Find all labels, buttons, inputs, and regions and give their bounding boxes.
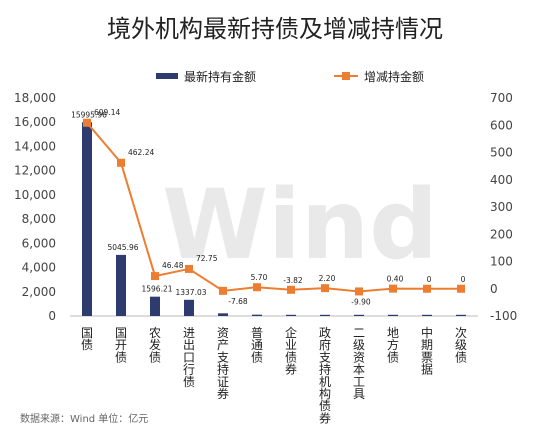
bar-data-label: 5045.96 bbox=[107, 243, 138, 252]
bar bbox=[456, 314, 466, 316]
line-data-label: 72.75 bbox=[196, 254, 218, 263]
y-left-tick-label: 4,000 bbox=[22, 261, 56, 275]
bar bbox=[218, 313, 228, 316]
x-category-label: 次级债 bbox=[455, 326, 467, 364]
source-note: 数据来源：Wind 单位：亿元 bbox=[20, 412, 148, 425]
y-left-tick-label: 0 bbox=[48, 309, 56, 323]
line-marker bbox=[389, 284, 397, 293]
y-right-tick-label: -100 bbox=[490, 309, 517, 323]
bar bbox=[320, 314, 330, 316]
y-right-tick-label: 300 bbox=[490, 200, 513, 214]
line-data-label: -9.90 bbox=[351, 297, 371, 306]
y-left-tick-label: 8,000 bbox=[22, 212, 56, 226]
x-category-label: 国债 bbox=[81, 326, 93, 352]
bar-data-label: 1337.03 bbox=[175, 288, 206, 297]
line-marker bbox=[423, 284, 431, 293]
chart-title: 境外机构最新持债及增减持情况 bbox=[107, 15, 443, 43]
line-marker bbox=[321, 284, 329, 293]
y-left-tick-label: 16,000 bbox=[14, 115, 56, 129]
line-marker bbox=[219, 286, 227, 295]
line-data-label: 0.40 bbox=[387, 275, 404, 284]
line-data-label: 2.20 bbox=[319, 274, 336, 283]
legend-line-marker bbox=[342, 72, 350, 80]
line-marker bbox=[83, 118, 91, 127]
x-category-label: 地方债 bbox=[387, 326, 399, 364]
line-marker bbox=[253, 283, 261, 292]
bar bbox=[150, 296, 160, 316]
line-data-label: 609.14 bbox=[94, 108, 120, 117]
line-marker bbox=[355, 287, 363, 296]
x-category-label: 中期票据 bbox=[421, 325, 433, 377]
bar-data-label: 1596.21 bbox=[141, 285, 172, 294]
bar bbox=[388, 314, 398, 316]
x-category-label: 政府支持机构债券 bbox=[319, 326, 331, 426]
x-category-label: 企业债券 bbox=[285, 325, 297, 377]
bar-data-label: 15995.96 bbox=[71, 110, 107, 119]
y-left-tick-label: 6,000 bbox=[22, 236, 56, 250]
line-data-label: 462.24 bbox=[128, 148, 154, 157]
x-category-label: 普通债 bbox=[251, 326, 263, 364]
watermark: Wind bbox=[162, 169, 438, 281]
bar bbox=[422, 314, 432, 316]
line-data-label: 46.48 bbox=[162, 261, 184, 270]
line-marker bbox=[151, 272, 159, 281]
line-data-label: -3.82 bbox=[283, 276, 303, 285]
legend-bar-label: 最新持有金额 bbox=[184, 69, 256, 84]
y-right-tick-label: 400 bbox=[490, 173, 513, 187]
line-data-label: 0 bbox=[461, 275, 466, 284]
line-data-label: 0 bbox=[427, 275, 432, 284]
line-marker bbox=[117, 158, 125, 167]
y-left-tick-label: 18,000 bbox=[14, 91, 56, 105]
bar bbox=[82, 122, 92, 316]
x-category-label: 国开债 bbox=[115, 326, 127, 364]
bar bbox=[116, 254, 126, 316]
series-line bbox=[86, 122, 461, 293]
line-marker bbox=[185, 264, 193, 273]
line-data-label: -7.68 bbox=[228, 297, 248, 306]
legend-line-label: 增减持金额 bbox=[364, 69, 424, 84]
x-category-label: 进出口行债 bbox=[183, 326, 195, 389]
y-right-tick-label: 700 bbox=[490, 91, 513, 105]
bar bbox=[252, 314, 262, 316]
y-left-tick-label: 12,000 bbox=[14, 164, 56, 178]
bar bbox=[286, 314, 296, 316]
x-category-label: 农发债 bbox=[149, 326, 161, 364]
y-right-tick-label: 0 bbox=[490, 282, 498, 296]
bar bbox=[184, 299, 194, 316]
bar bbox=[354, 314, 364, 316]
legend: 最新持有金额 增减持金额 bbox=[156, 69, 424, 84]
line-marker bbox=[457, 284, 465, 293]
y-right-tick-label: 600 bbox=[490, 118, 513, 132]
line-marker bbox=[287, 285, 295, 294]
legend-bar-swatch bbox=[156, 73, 178, 79]
plot-area: 0 2,000 4,000 6,000 8,000 10,000 12,000 14,000 1… bbox=[14, 91, 517, 425]
line-data-label: 5.70 bbox=[251, 273, 268, 282]
y-right-tick-label: 500 bbox=[490, 146, 513, 160]
y-right-tick-label: 200 bbox=[490, 227, 513, 241]
y-right-tick-label: 100 bbox=[490, 255, 513, 269]
y-left-tick-label: 10,000 bbox=[14, 188, 56, 202]
y-left-tick-label: 14,000 bbox=[14, 139, 56, 153]
x-category-label: 二级资本工具 bbox=[353, 326, 365, 401]
x-category-label: 资产支持证券 bbox=[217, 326, 229, 401]
y-left-tick-label: 2,000 bbox=[22, 285, 56, 299]
